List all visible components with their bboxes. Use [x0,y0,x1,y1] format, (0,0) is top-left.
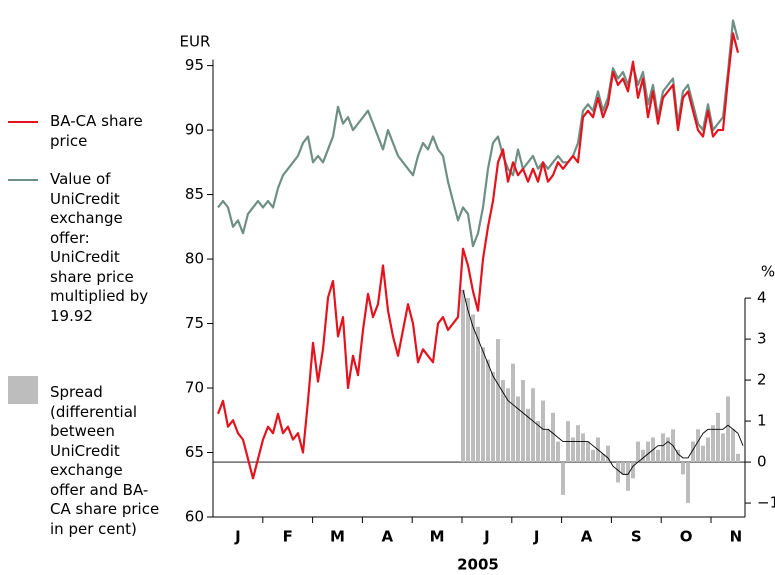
legend-label: BA-CA share price [50,112,143,150]
legend-entry: BA-CA share price [50,112,160,151]
spread-bar [476,326,480,463]
spread-bar [731,429,735,463]
spread-bar [711,425,715,463]
x-tick-label: A [581,528,593,546]
spread-bar [496,339,500,463]
x-tick-label: F [283,528,293,546]
y2-tick-label: 2 [757,371,767,389]
x-tick-label: J [234,528,241,546]
spread-bar [506,388,510,463]
x-tick-label: M [330,528,345,546]
spread-bar [526,408,530,463]
spread-bar [536,421,540,463]
y-tick-label: 65 [185,443,204,461]
spread-bar [576,425,580,463]
spread-bar [716,412,720,463]
spread-bar [681,462,685,475]
spread-bar [606,445,610,463]
y2-tick-label: 4 [757,289,767,307]
spread-bar [656,449,660,463]
spread-bar [486,359,490,463]
legend-note: (differential between UniCredit exchange… [50,402,160,538]
spread-bar [591,449,595,463]
legend-entry: Spread (differential between UniCredit ex… [50,383,160,539]
x-tick-label: A [381,528,393,546]
spread-bar [686,462,690,504]
spread-bar [511,363,515,463]
spread-bar [546,429,550,463]
y2-tick-label: 3 [757,330,767,348]
y-tick-label: 75 [185,314,204,332]
y-tick-label: 90 [185,121,204,139]
legend-label: Value of UniCredit exchange offer: UniCr… [50,170,149,325]
spread-bar [531,388,535,463]
x-tick-label: J [533,528,540,546]
spread-bar [521,380,525,463]
spread-bar [491,371,495,463]
spread-bar [641,449,645,463]
x-tick-label: M [430,528,445,546]
spread-bar [586,441,590,463]
x-tick-label: O [680,528,693,546]
spread-bar [636,441,640,463]
average-line [462,289,744,475]
y-axis-label: EUR [180,33,211,51]
spread-bar [691,441,695,463]
spread-bar [726,396,730,463]
spread-bar [601,453,605,463]
x-tick-label: N [730,528,743,546]
spread-bar [631,462,635,479]
spread-bar [676,449,680,463]
spread-bar [721,433,725,463]
x-tick-label: J [483,528,490,546]
spread-bar [581,433,585,463]
spread-bar [661,433,665,463]
legend-swatch [8,179,38,181]
y-tick-label: 85 [185,185,204,203]
y2-tick-label: −1 [757,494,775,512]
legend-entry: Value of UniCredit exchange offer: UniCr… [50,170,160,326]
x-tick-label: S [631,528,642,546]
spread-bar [736,453,740,463]
spread-bar [706,437,710,463]
spread-bar [541,400,545,463]
spread-bar [696,429,700,463]
spread-bar [616,462,620,483]
y-tick-label: 95 [185,56,204,74]
legend-swatch [8,121,38,123]
spread-bar [666,437,670,463]
spread-bar [516,396,520,463]
spread-bar [621,462,625,475]
spread-bar [571,437,575,463]
y2-axis-label: % [761,263,775,281]
legend-swatch [8,376,38,404]
x-axis-label: 2005 [457,556,499,574]
spread-bar [561,462,565,495]
spread-bar [646,441,650,463]
spread-bar [701,445,705,463]
legend-label: Spread [50,383,103,401]
y-tick-label: 60 [185,508,204,526]
y-tick-label: 70 [185,379,204,397]
spread-bar [466,298,470,463]
series-line [217,19,740,248]
spread-bar [481,347,485,463]
y2-tick-label: 1 [757,412,767,430]
y2-tick-label: 0 [757,453,767,471]
spread-bar [461,289,465,463]
spread-bar [501,380,505,463]
spread-bar [551,412,555,463]
spread-bar [471,314,475,463]
spread-bar [556,441,560,463]
y-tick-label: 80 [185,250,204,268]
series-line [216,32,740,480]
spread-bar [626,462,630,491]
